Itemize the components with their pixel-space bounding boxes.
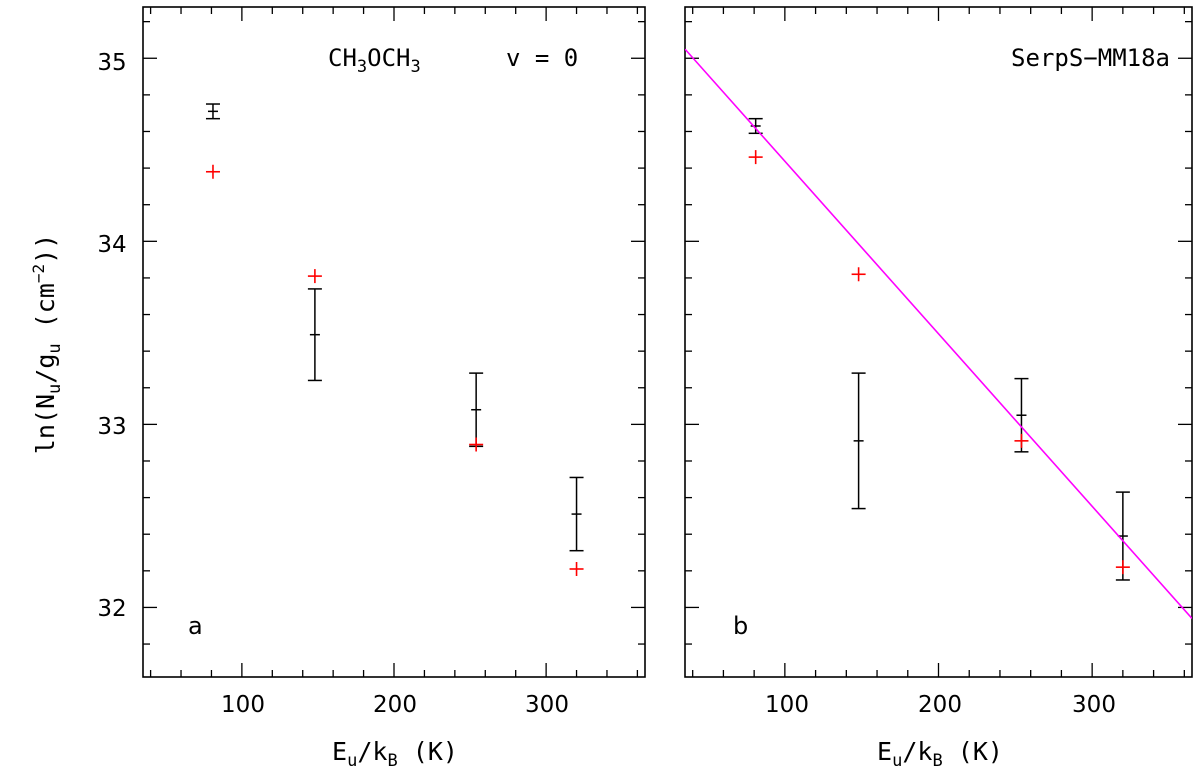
observed-point [569,476,584,552]
observed-point [851,372,866,510]
model-point [569,561,584,576]
model-point [748,150,763,165]
panel-a-ticks [143,7,645,677]
panel-b: 100 200 300 Eu/kB (K) SerpS−MM18a b [684,6,1193,771]
panel-a-ytick-label-35: 35 [97,50,126,76]
panel-a-frame [142,6,646,678]
panel-a-marks [205,103,584,576]
model-point [307,269,322,284]
panel-a-xtick-label-100: 100 [221,692,265,718]
panel-b-marks [685,48,1192,619]
observed-point [205,103,220,120]
panel-b-ticks [685,7,1192,677]
panel-a-x-axis-title: Eu/kB (K) [332,737,458,771]
panel-b-x-axis-title: Eu/kB (K) [877,737,1003,771]
panel-b-source-label: SerpS−MM18a [1011,44,1170,72]
panel-b-frame [684,6,1193,678]
observed-point [469,372,484,448]
observed-point [307,288,322,382]
panel-b-xtick-label-300: 300 [1072,692,1116,718]
observed-point [748,117,763,135]
model-point [205,164,220,179]
model-point [851,267,866,282]
model-point [1115,560,1130,575]
panel-a-ytick-label-32: 32 [97,596,126,622]
y-axis-title: ln(Nu/gu (cm−2)) [29,234,65,454]
panel-a-ytick-label-34: 34 [97,232,126,258]
panel-a-state-label: v = 0 [506,44,578,72]
panel-a-letter: a [188,612,203,640]
panel-a-xtick-label-300: 300 [525,692,569,718]
panel-a: 35 34 33 32 100 200 300 Eu/kB (K) CH3OCH… [97,6,646,771]
panel-b-xtick-label-200: 200 [918,692,962,718]
panel-a-xtick-label-200: 200 [373,692,417,718]
model-point [469,437,484,452]
fit-line [685,48,1192,619]
panel-b-letter: b [733,612,748,640]
panel-a-molecule-label: CH3OCH3 [328,44,421,77]
panel-a-ytick-label-33: 33 [97,414,126,440]
panel-b-xtick-label-100: 100 [765,692,809,718]
model-point [1014,433,1029,448]
